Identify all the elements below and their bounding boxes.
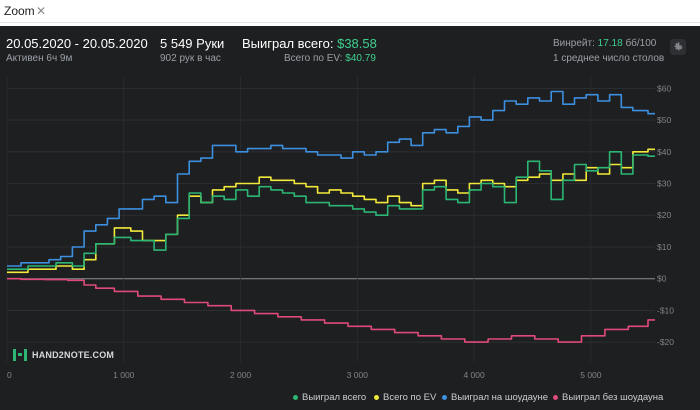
legend-dot [553, 395, 558, 400]
x-tick-label: 2 000 [230, 370, 252, 380]
legend-label: Выиграл на шоудауне [451, 392, 549, 403]
series-line-non-showdown [7, 277, 655, 343]
tab-zoom[interactable]: Zoom ✕ [0, 0, 50, 22]
avg-tables: 1 среднее число столов [553, 53, 665, 64]
won-total-value: $38.58 [337, 36, 377, 51]
y-axis-ticks: -$20 -$10 $0 $10 $20 $30 $40 $50 $60 [657, 83, 674, 347]
x-tick-label: 4 000 [463, 370, 485, 380]
hand2note-logo-icon [13, 349, 27, 361]
hand2note-logo: HAND2NOTE.COM [12, 348, 114, 362]
y-tick-label: $60 [657, 83, 671, 93]
legend-dot [442, 395, 447, 400]
x-axis-ticks: 0 1 000 2 000 3 000 4 000 5 000 [7, 370, 602, 380]
active-time: Активен 6ч 9м [6, 53, 73, 64]
winrate-value: 17.18 [597, 38, 623, 49]
legend-item-showdown[interactable]: Выиграл на шоудауне [442, 392, 548, 403]
legend-label: Всего по EV [383, 392, 437, 403]
winrate: Винрейт: 17.18 бб/100 [553, 38, 656, 49]
y-tick-label: -$10 [657, 305, 674, 315]
y-tick-label: $20 [657, 210, 671, 220]
winrate-unit: бб/100 [625, 38, 657, 49]
ev-total-value: $40.79 [345, 53, 376, 64]
hand2note-logo-text: HAND2NOTE.COM [32, 350, 115, 360]
series-line-ev [7, 148, 655, 274]
chart-grid [6, 76, 655, 362]
series-lines [7, 90, 655, 343]
y-tick-label: $10 [657, 242, 671, 252]
date-range: 20.05.2020 - 20.05.2020 [6, 36, 148, 51]
y-tick-label: $0 [657, 274, 667, 284]
won-total-label: Выиграл всего: [242, 36, 334, 51]
gear-icon [674, 42, 683, 51]
y-tick-label: $30 [657, 179, 671, 189]
legend-item-non-showdown[interactable]: Выиграл без шоудауна [553, 392, 663, 403]
legend-dot [374, 395, 379, 400]
tab-zoom-label: Zoom [4, 4, 35, 18]
y-tick-label: -$20 [657, 337, 674, 347]
legend-dot [293, 395, 298, 400]
y-tick-label: $50 [657, 115, 671, 125]
ev-total-label: Всего по EV: [284, 53, 343, 64]
hands-count: 5 549 Руки [160, 36, 225, 51]
settings-gear-icon[interactable] [670, 39, 686, 55]
hands-per-hour: 902 рук в час [160, 53, 221, 64]
legend-label: Выиграл всего [302, 392, 367, 403]
series-line-won-total [7, 151, 655, 270]
won-total: Выиграл всего: $38.58 [242, 36, 377, 51]
ev-total: Всего по EV: $40.79 [284, 53, 376, 64]
legend-item-ev[interactable]: Всего по EV [374, 392, 436, 403]
x-tick-label: 1 000 [113, 370, 135, 380]
tab-close-icon[interactable]: ✕ [36, 4, 47, 18]
legend-label: Выиграл без шоудауна [562, 392, 664, 403]
legend-item-won-total[interactable]: Выиграл всего [293, 392, 366, 403]
x-tick-label: 3 000 [347, 370, 369, 380]
y-tick-label: $40 [657, 147, 671, 157]
winrate-label: Винрейт: [553, 38, 595, 49]
x-tick-label: 5 000 [580, 370, 602, 380]
x-tick-label: 0 [7, 370, 12, 380]
series-line-showdown [7, 90, 655, 267]
tab-bar: Zoom ✕ [0, 0, 700, 23]
